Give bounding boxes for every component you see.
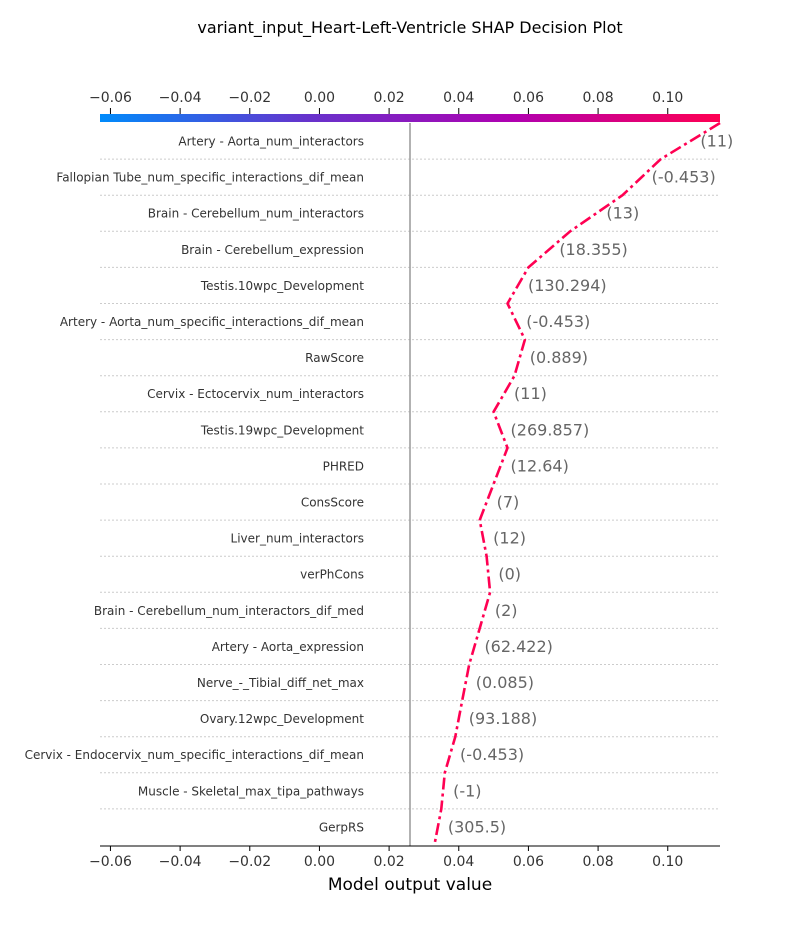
feature-name: Artery - Aorta_num_interactors <box>178 135 364 149</box>
x-tick-label-bottom: 0.06 <box>513 854 544 870</box>
feature-name: Testis.10wpc_Development <box>200 279 364 293</box>
x-tick-label-top: 0.02 <box>374 90 405 106</box>
x-tick-label-bottom: 0.00 <box>304 854 335 870</box>
feature-value-label: (12.64) <box>511 456 569 475</box>
chart-title: variant_input_Heart-Left-Ventricle SHAP … <box>197 18 622 38</box>
x-tick-label-bottom: −0.04 <box>159 854 202 870</box>
x-tick-label-top: 0.08 <box>583 90 614 106</box>
feature-value-label: (13) <box>606 204 639 223</box>
feature-name: GerpRS <box>319 820 364 834</box>
feature-name: Cervix - Ectocervix_num_interactors <box>147 387 364 401</box>
feature-name: Testis.19wpc_Development <box>200 423 364 437</box>
x-tick-label-bottom: −0.02 <box>228 854 271 870</box>
feature-value-label: (2) <box>495 601 518 620</box>
feature-name: Brain - Cerebellum_num_interactors_dif_m… <box>94 604 364 618</box>
feature-name: verPhCons <box>300 568 364 582</box>
x-tick-label-top: −0.02 <box>228 90 271 106</box>
x-tick-label-bottom: −0.06 <box>89 854 132 870</box>
feature-value-label: (0.085) <box>476 673 534 692</box>
x-tick-label-top: 0.06 <box>513 90 544 106</box>
x-tick-label-bottom: 0.04 <box>443 854 474 870</box>
feature-value-label: (7) <box>497 493 520 512</box>
feature-name: Brain - Cerebellum_num_interactors <box>148 207 364 221</box>
feature-value-label: (18.355) <box>559 240 627 259</box>
feature-value-label: (12) <box>493 529 526 548</box>
x-tick-label-top: −0.04 <box>159 90 202 106</box>
feature-value-label: (-0.453) <box>460 745 524 764</box>
feature-name: Muscle - Skeletal_max_tipa_pathways <box>138 784 364 798</box>
feature-value-label: (62.422) <box>484 637 552 656</box>
feature-value-label: (0) <box>498 565 521 584</box>
feature-value-label: (305.5) <box>448 817 506 836</box>
x-tick-label-top: 0.00 <box>304 90 335 106</box>
feature-name: Artery - Aorta_num_specific_interactions… <box>60 315 364 329</box>
x-tick-label-top: 0.10 <box>652 90 683 106</box>
colorbar <box>100 114 720 122</box>
feature-value-label: (0.889) <box>530 348 588 367</box>
feature-name: ConsScore <box>301 496 364 510</box>
feature-name: PHRED <box>323 459 364 473</box>
x-tick-label-bottom: 0.10 <box>652 854 683 870</box>
feature-name: Liver_num_interactors <box>231 532 364 546</box>
feature-value-label: (11) <box>514 384 547 403</box>
x-tick-label-top: −0.06 <box>89 90 132 106</box>
x-tick-label-bottom: 0.02 <box>374 854 405 870</box>
feature-value-label: (11) <box>700 132 733 151</box>
feature-value-label: (-0.453) <box>652 168 716 187</box>
feature-value-label: (93.188) <box>469 709 537 728</box>
feature-value-label: (130.294) <box>528 276 607 295</box>
feature-name: Fallopian Tube_num_specific_interactions… <box>56 171 364 185</box>
feature-name: Cervix - Endocervix_num_specific_interac… <box>25 748 364 762</box>
x-tick-label-bottom: 0.08 <box>583 854 614 870</box>
feature-name: Brain - Cerebellum_expression <box>181 243 364 257</box>
feature-name: Nerve_-_Tibial_diff_net_max <box>197 676 364 690</box>
x-axis-label: Model output value <box>328 875 492 895</box>
feature-name: Artery - Aorta_expression <box>212 640 364 654</box>
feature-name: RawScore <box>305 351 364 365</box>
feature-value-label: (-1) <box>453 781 481 800</box>
x-tick-label-top: 0.04 <box>443 90 474 106</box>
feature-value-label: (-0.453) <box>526 312 590 331</box>
feature-value-label: (269.857) <box>511 420 590 439</box>
feature-name: Ovary.12wpc_Development <box>200 712 364 726</box>
